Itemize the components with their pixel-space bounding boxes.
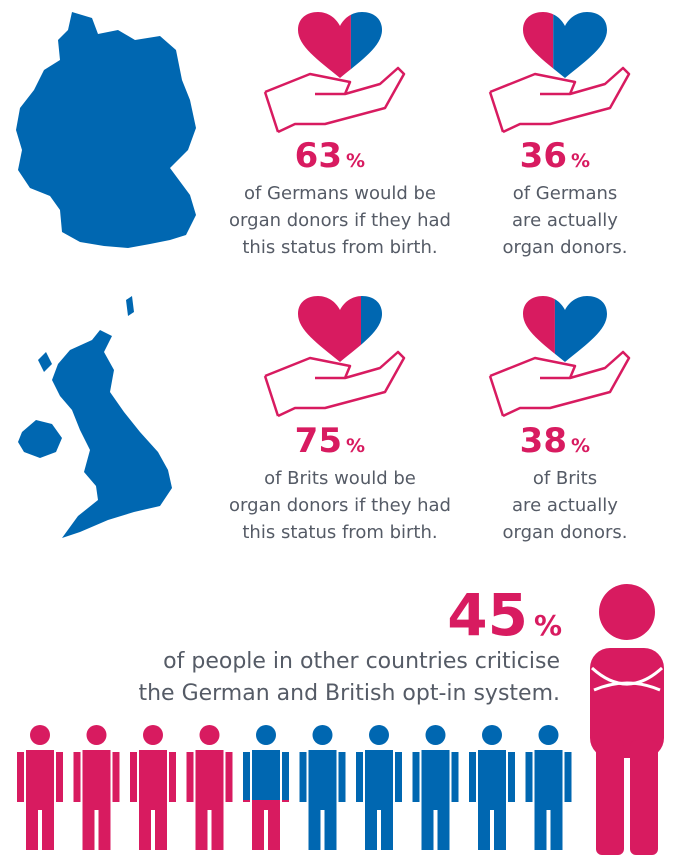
hand: [488, 66, 631, 134]
person-pink: [130, 750, 176, 850]
stat-text: of Germans: [513, 183, 618, 204]
germany-map: [16, 12, 196, 248]
heart-pink: [523, 296, 555, 362]
big-person: [590, 584, 664, 855]
person-head: [369, 725, 389, 745]
heart-pink: [298, 12, 351, 78]
person-pink: [186, 750, 233, 850]
hand: [263, 350, 406, 418]
person: [469, 725, 515, 850]
uk-map: [52, 330, 172, 538]
person: [130, 725, 176, 850]
person-blue: [525, 750, 572, 850]
person-head: [256, 725, 276, 745]
person: [73, 725, 120, 850]
person: [525, 725, 572, 850]
stat-text: of Brits would be: [264, 468, 416, 489]
summary-text: the German and British opt-in system.: [138, 681, 560, 706]
stat-unit: %: [571, 435, 590, 457]
stat-number: 75: [295, 421, 342, 461]
heart-blue: [350, 12, 382, 78]
stat-unit: %: [346, 435, 365, 457]
stat-text: organ donors.: [502, 522, 627, 543]
heart-blue: [553, 12, 607, 78]
person-head: [30, 725, 50, 745]
person-pink: [17, 750, 63, 850]
stat-number: 38: [520, 421, 567, 461]
heart: [298, 12, 382, 78]
stat-text: organ donors if they had: [229, 495, 451, 516]
stat-number: 36: [520, 136, 567, 176]
heart-blue: [554, 296, 607, 362]
stat-text: this status from birth.: [242, 237, 437, 258]
stat-text: are actually: [512, 210, 618, 231]
stat-text: are actually: [512, 495, 618, 516]
heart: [523, 296, 607, 362]
person: [186, 725, 233, 850]
person: [299, 725, 346, 850]
summary-text: of people in other countries criticise: [163, 649, 560, 674]
person-pink: [243, 800, 289, 850]
person: [412, 725, 459, 850]
heart-pink: [298, 296, 361, 362]
heart-pink: [523, 12, 554, 78]
person-blue: [469, 750, 515, 850]
heart: [298, 296, 382, 362]
stat-text: organ donors if they had: [229, 210, 451, 231]
person-blue: [299, 750, 346, 850]
heart-blue: [361, 296, 382, 362]
heart: [523, 12, 607, 78]
person-head: [425, 725, 446, 745]
person: [356, 725, 402, 850]
person-blue: [356, 750, 402, 850]
islands-map: [38, 296, 134, 372]
stat-text: of Brits: [533, 468, 597, 489]
person-head: [143, 725, 163, 745]
hand: [263, 66, 406, 134]
person-head: [199, 725, 220, 745]
summary-number: 45: [447, 581, 528, 649]
person: [243, 725, 289, 850]
person-blue: [243, 750, 289, 800]
person-blue: [412, 750, 459, 850]
stat-text: of Germans would be: [244, 183, 436, 204]
stat-number: 63: [295, 136, 342, 176]
summary-unit: %: [534, 609, 562, 642]
stat-unit: %: [571, 150, 590, 172]
person-head: [538, 725, 559, 745]
ireland-map: [18, 420, 62, 458]
person-head: [482, 725, 502, 745]
person-head: [312, 725, 333, 745]
stat-text: this status from birth.: [242, 522, 437, 543]
person-pink: [73, 750, 120, 850]
person-head: [86, 725, 107, 745]
hand: [488, 350, 631, 418]
stat-text: organ donors.: [502, 237, 627, 258]
person: [17, 725, 63, 850]
stat-unit: %: [346, 150, 365, 172]
